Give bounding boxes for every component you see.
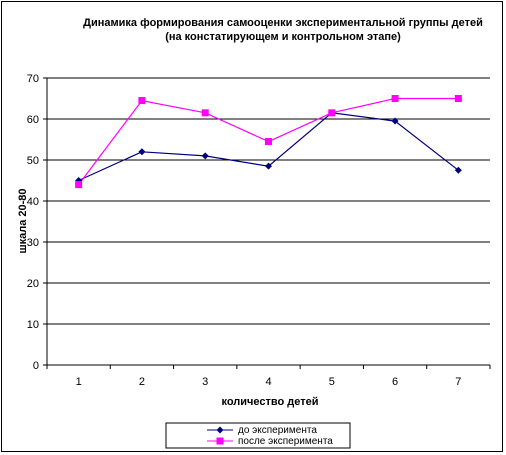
x-tick-label: 6 [392,376,398,388]
gridlines [47,77,490,366]
data-point-series-2 [138,97,146,105]
legend-marker-series-1 [216,426,224,434]
y-tick-label: 50 [27,155,39,167]
data-point-series-2 [75,181,83,189]
data-point-series-1 [454,166,462,174]
x-tick-label: 7 [455,376,461,388]
chart-title-line-2: (на констатирующем и контрольном этапе) [165,31,401,43]
data-point-series-1 [265,162,272,170]
x-tick-label: 2 [139,376,145,388]
legend-box [165,422,351,449]
y-tick-labels: 0 10 20 30 40 50 60 70 [27,73,39,372]
legend-marker-series-2 [216,437,224,445]
data-point-series-2 [454,95,462,102]
series-line-1 [78,112,459,182]
x-tick-label: 5 [329,376,335,388]
series-markers [75,95,462,189]
x-axis-title: количество детей [221,396,318,408]
data-point-series-2 [201,109,209,117]
data-point-series-1 [391,117,399,125]
data-point-series-1 [201,152,209,160]
legend-label-series-1: до эксперимента [238,425,317,436]
y-tick-label: 30 [27,237,39,249]
y-tick-label: 10 [27,319,39,331]
y-axis-title: шкала 20-80 [17,188,29,253]
x-tick-label: 1 [76,376,82,388]
y-tick-label: 20 [27,278,39,290]
x-tick-label: 3 [202,376,208,388]
legend: до эксперимента после эксперимента [165,422,351,449]
chart-title-line-1: Динамика формирования самооценки экспери… [83,17,483,29]
y-tick-label: 0 [33,360,39,372]
x-tick-labels: 1 2 3 4 5 6 7 [76,376,462,388]
y-tick-label: 70 [27,73,39,85]
data-point-series-2 [391,95,399,102]
data-point-series-2 [328,109,336,117]
data-point-series-2 [265,138,272,146]
x-tick-label: 4 [265,376,271,388]
data-point-series-1 [138,148,146,156]
legend-label-series-2: после эксперимента [238,436,333,447]
axes [43,77,491,369]
y-tick-label: 60 [27,114,39,126]
y-tick-label: 40 [27,196,39,208]
